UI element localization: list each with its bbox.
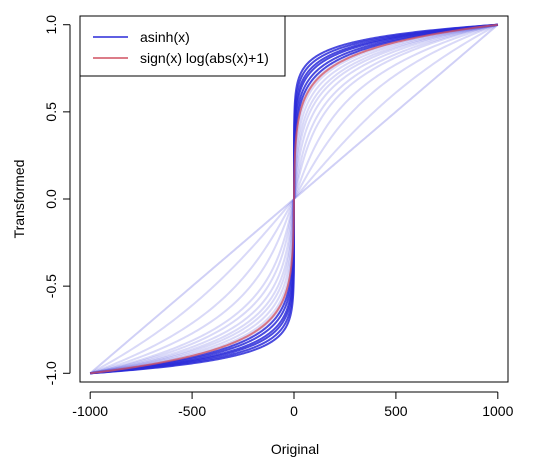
x-tick-label: 1000 — [482, 403, 513, 419]
x-axis-title: Original — [271, 441, 319, 457]
y-tick-label: 0.0 — [43, 189, 59, 209]
legend-box — [79, 15, 286, 77]
legend: asinh(x) sign(x) log(abs(x)+1) — [79, 15, 286, 77]
y-tick-label: -1.0 — [43, 361, 59, 385]
series-layer — [89, 23, 499, 375]
x-tick-label: 500 — [384, 403, 408, 419]
y-axis: -1.0 -0.5 0.0 0.5 1.0 — [43, 15, 71, 385]
y-tick-label: -0.5 — [43, 274, 59, 298]
x-tick-label: -500 — [178, 403, 206, 419]
y-tick-label: 0.5 — [43, 102, 59, 122]
y-axis-title: Transformed — [11, 160, 27, 239]
legend-label-asinh: asinh(x) — [140, 29, 190, 45]
x-tick-label: 0 — [290, 403, 298, 419]
legend-label-signlog: sign(x) log(abs(x)+1) — [140, 50, 269, 66]
y-tick-label: 1.0 — [43, 15, 59, 35]
signlog-curve — [90, 23, 498, 375]
plot-frame — [79, 15, 509, 383]
x-tick-label: -1000 — [72, 403, 108, 419]
x-axis: -1000 -500 0 500 1000 — [72, 391, 514, 419]
